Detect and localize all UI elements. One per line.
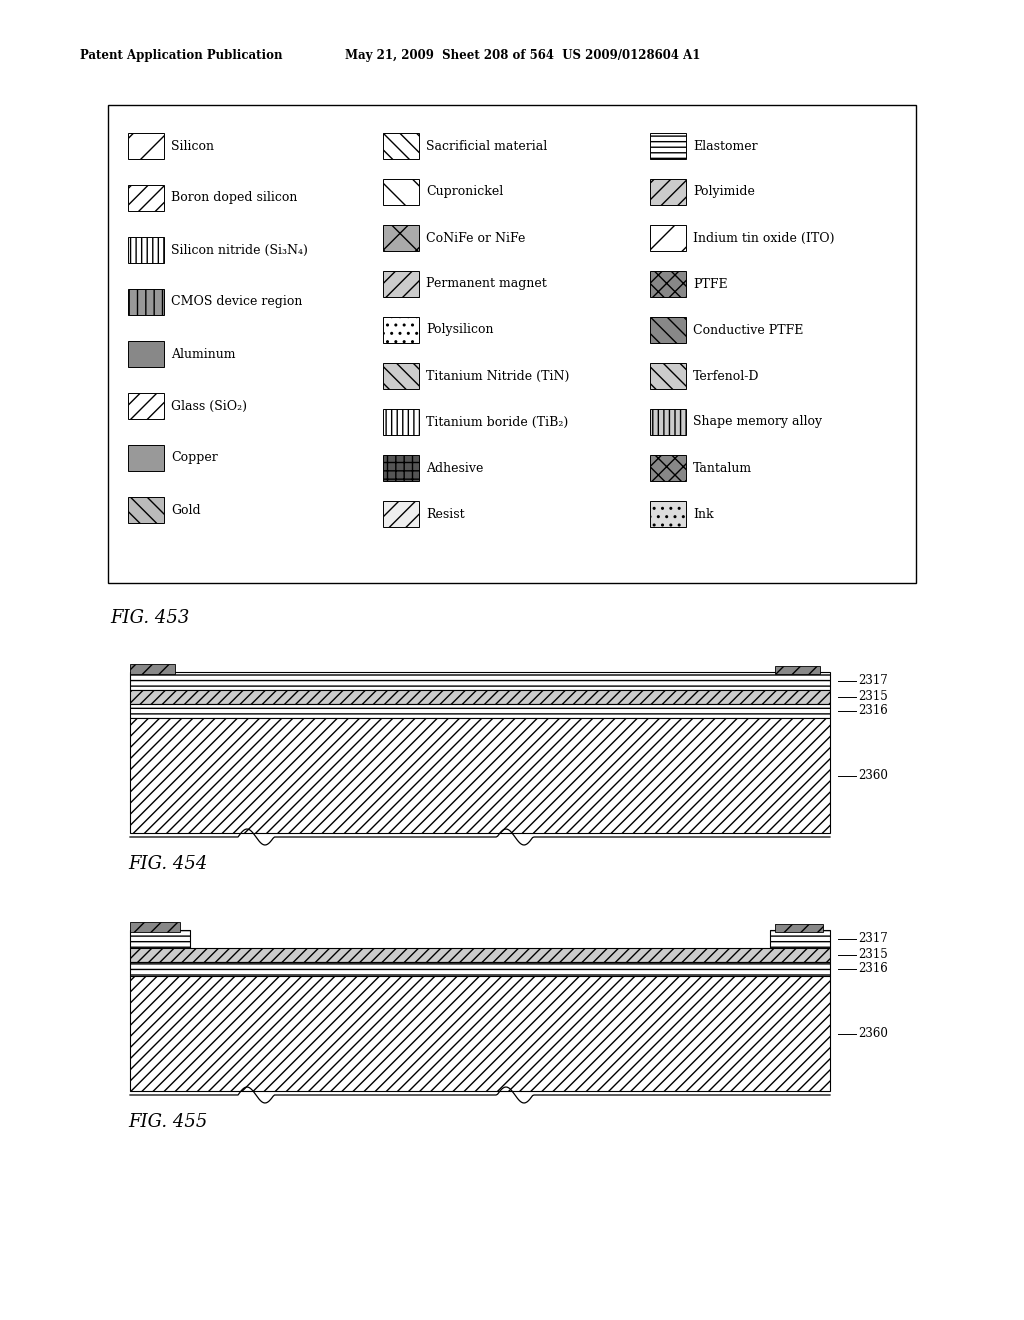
Bar	[130, 948, 830, 962]
Bar	[128, 185, 164, 211]
Bar	[128, 498, 164, 523]
Bar	[770, 931, 830, 948]
Text: Silicon nitride (Si₃N₄): Silicon nitride (Si₃N₄)	[171, 243, 308, 256]
Text: Copper: Copper	[171, 451, 218, 465]
Bar	[130, 975, 830, 1092]
Bar	[650, 455, 686, 480]
Text: 2360: 2360	[858, 1027, 888, 1040]
Text: May 21, 2009  Sheet 208 of 564  US 2009/0128604 A1: May 21, 2009 Sheet 208 of 564 US 2009/01…	[345, 49, 700, 62]
Text: 2315: 2315	[858, 690, 888, 704]
Text: 2315: 2315	[858, 949, 888, 961]
Bar	[128, 393, 164, 418]
Text: CMOS device region: CMOS device region	[171, 296, 302, 309]
Text: FIG. 454: FIG. 454	[128, 855, 208, 873]
Text: Polyimide: Polyimide	[693, 186, 755, 198]
Bar	[650, 317, 686, 343]
Bar	[775, 924, 823, 932]
Text: Boron doped silicon: Boron doped silicon	[171, 191, 297, 205]
Text: Titanium boride (TiB₂): Titanium boride (TiB₂)	[426, 416, 568, 429]
Bar	[130, 718, 830, 833]
Bar	[775, 667, 820, 675]
Text: Titanium Nitride (TiN): Titanium Nitride (TiN)	[426, 370, 569, 383]
Text: Tantalum: Tantalum	[693, 462, 752, 474]
Text: FIG. 453: FIG. 453	[110, 609, 189, 627]
Bar	[650, 224, 686, 251]
Text: Cupronickel: Cupronickel	[426, 186, 503, 198]
Bar	[128, 445, 164, 471]
Bar	[383, 409, 419, 436]
Text: Resist: Resist	[426, 507, 465, 520]
Text: Indium tin oxide (ITO): Indium tin oxide (ITO)	[693, 231, 835, 244]
Text: 2317: 2317	[858, 932, 888, 945]
Bar	[383, 271, 419, 297]
Text: Polysilicon: Polysilicon	[426, 323, 494, 337]
Bar	[130, 664, 175, 675]
Bar	[650, 502, 686, 527]
Text: CoNiFe or NiFe: CoNiFe or NiFe	[426, 231, 525, 244]
Text: Adhesive: Adhesive	[426, 462, 483, 474]
Text: Elastomer: Elastomer	[693, 140, 758, 153]
Bar	[383, 180, 419, 205]
Text: PTFE: PTFE	[693, 277, 728, 290]
Text: Permanent magnet: Permanent magnet	[426, 277, 547, 290]
Bar	[130, 704, 830, 718]
Text: 2316: 2316	[858, 962, 888, 975]
Bar	[650, 409, 686, 436]
Bar	[128, 238, 164, 263]
Text: Conductive PTFE: Conductive PTFE	[693, 323, 804, 337]
Text: Aluminum: Aluminum	[171, 347, 236, 360]
Bar	[650, 180, 686, 205]
Bar	[383, 455, 419, 480]
Text: Patent Application Publication: Patent Application Publication	[80, 49, 283, 62]
Text: Shape memory alloy: Shape memory alloy	[693, 416, 822, 429]
Text: Sacrificial material: Sacrificial material	[426, 140, 547, 153]
Text: Silicon: Silicon	[171, 140, 214, 153]
Bar	[130, 931, 190, 948]
Bar	[130, 690, 830, 704]
Bar	[108, 106, 916, 583]
Bar	[650, 133, 686, 158]
Bar	[383, 363, 419, 389]
Text: 2360: 2360	[858, 770, 888, 781]
Bar	[128, 289, 164, 315]
Bar	[130, 672, 830, 690]
Bar	[128, 133, 164, 158]
Bar	[383, 317, 419, 343]
Text: 2317: 2317	[858, 675, 888, 688]
Bar	[383, 502, 419, 527]
Bar	[383, 224, 419, 251]
Text: 2316: 2316	[858, 705, 888, 718]
Bar	[130, 921, 180, 932]
Bar	[650, 363, 686, 389]
Text: Gold: Gold	[171, 503, 201, 516]
Text: Terfenol-D: Terfenol-D	[693, 370, 760, 383]
Text: FIG. 455: FIG. 455	[128, 1113, 208, 1131]
Bar	[650, 271, 686, 297]
Text: Ink: Ink	[693, 507, 714, 520]
Bar	[130, 962, 830, 975]
Text: Glass (SiO₂): Glass (SiO₂)	[171, 400, 247, 412]
Bar	[128, 341, 164, 367]
Bar	[383, 133, 419, 158]
